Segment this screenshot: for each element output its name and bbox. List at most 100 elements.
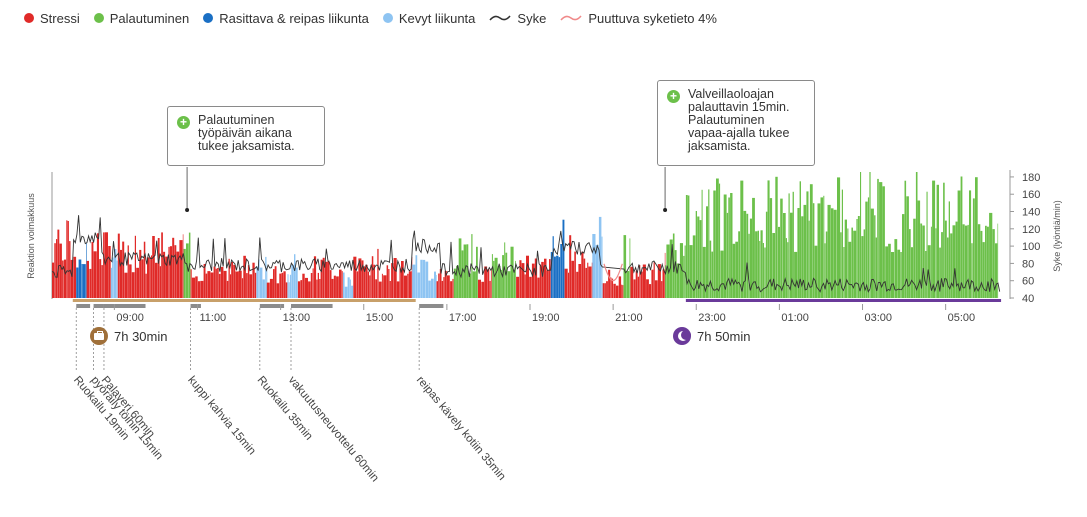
bar-stress bbox=[62, 260, 64, 298]
bar-stress bbox=[205, 273, 208, 298]
bar-recovery bbox=[972, 198, 975, 298]
bar-recovery bbox=[728, 197, 730, 298]
bar-stress bbox=[155, 262, 158, 298]
bar-recovery bbox=[870, 208, 874, 298]
bar-stress bbox=[408, 271, 412, 298]
bar-stress bbox=[377, 248, 379, 298]
bar-stress bbox=[233, 264, 236, 298]
bar-stress bbox=[108, 246, 111, 298]
bar-stress bbox=[484, 266, 488, 298]
bar-stress bbox=[247, 265, 250, 298]
bar-recovery bbox=[740, 180, 744, 298]
bar-stress bbox=[396, 281, 400, 298]
bar-recovery bbox=[472, 271, 476, 298]
bar-recovery bbox=[825, 231, 828, 298]
bar-stress bbox=[633, 279, 636, 298]
legend-label: Puuttuva syketieto 4% bbox=[588, 10, 717, 26]
bar-stress bbox=[481, 281, 485, 298]
bar-stress bbox=[444, 270, 447, 298]
bar-recovery bbox=[941, 232, 943, 298]
bar-stress bbox=[365, 264, 368, 298]
bar-recovery bbox=[792, 191, 794, 298]
bar-recovery bbox=[900, 252, 902, 298]
bar-recovery bbox=[701, 189, 703, 298]
bar-stress bbox=[333, 275, 336, 298]
bar-stress bbox=[300, 280, 303, 298]
bar-stress bbox=[243, 255, 246, 298]
bar-recovery bbox=[847, 228, 849, 298]
bar-stress bbox=[182, 234, 184, 298]
bar-stress bbox=[249, 274, 253, 298]
bar-recovery bbox=[989, 212, 993, 298]
activity-bar bbox=[76, 304, 91, 308]
bar-stress bbox=[86, 260, 89, 298]
legend-item: Syke bbox=[489, 11, 546, 26]
activity-bar bbox=[93, 304, 104, 308]
x-tick-label: 19:00 bbox=[532, 312, 560, 324]
bar-light bbox=[595, 244, 599, 298]
bar-recovery bbox=[709, 240, 712, 298]
bar-stress bbox=[210, 272, 214, 298]
bar-recovery bbox=[743, 210, 747, 298]
bar-stress bbox=[489, 280, 491, 298]
bar-recovery bbox=[466, 244, 469, 298]
bar-stress bbox=[231, 262, 233, 298]
bar-stress bbox=[117, 233, 120, 298]
bar-light bbox=[113, 249, 117, 298]
bar-recovery bbox=[752, 197, 755, 298]
bar-recovery bbox=[718, 183, 721, 298]
bar-stress bbox=[200, 280, 204, 298]
bar-recovery bbox=[987, 226, 989, 298]
bar-stress bbox=[241, 278, 244, 298]
bar-stress bbox=[569, 235, 572, 298]
bar-recovery bbox=[790, 212, 793, 298]
callout-line: Palautuminen bbox=[198, 113, 275, 127]
bar-recovery bbox=[493, 260, 495, 298]
briefcase-icon bbox=[90, 327, 108, 345]
bar-stress bbox=[358, 258, 362, 298]
bar-stress bbox=[165, 256, 169, 298]
bar-stress bbox=[649, 284, 652, 298]
bar-recovery bbox=[980, 230, 983, 298]
bar-stress bbox=[661, 281, 663, 298]
bar-light bbox=[431, 278, 434, 298]
bar-stress bbox=[329, 270, 332, 298]
bar-stress bbox=[373, 264, 375, 298]
bar-stress bbox=[369, 275, 371, 298]
plus-icon: + bbox=[177, 116, 190, 129]
bar-stress bbox=[386, 265, 389, 298]
bar-stress bbox=[238, 270, 242, 298]
x-tick-label: 01:00 bbox=[781, 312, 809, 324]
bar-light bbox=[423, 259, 426, 298]
bar-recovery bbox=[716, 178, 719, 298]
bar-stress bbox=[539, 264, 541, 298]
bar-recovery bbox=[915, 172, 918, 298]
bar-light bbox=[259, 267, 263, 298]
bar-recovery bbox=[909, 229, 911, 298]
bar-stress bbox=[588, 266, 592, 298]
bar-light bbox=[295, 267, 298, 298]
bar-stress bbox=[571, 260, 575, 298]
bar-recovery bbox=[732, 243, 736, 298]
bar-light bbox=[288, 282, 290, 298]
bar-recovery bbox=[922, 225, 925, 298]
bar-stress bbox=[73, 256, 77, 298]
bar-recovery bbox=[840, 232, 842, 298]
legend-dot-icon bbox=[93, 13, 104, 23]
bar-recovery bbox=[748, 233, 750, 298]
bar-recovery bbox=[992, 229, 995, 298]
bar-stress bbox=[407, 273, 409, 298]
bar-light bbox=[428, 280, 431, 298]
bar-recovery bbox=[803, 204, 807, 298]
bar-stress bbox=[393, 258, 397, 298]
bar-recovery bbox=[888, 243, 891, 298]
bar-stress bbox=[276, 283, 280, 298]
callout-line: vapaa-ajalla tukee bbox=[688, 126, 790, 140]
bar-stress bbox=[223, 270, 227, 298]
bar-stress bbox=[375, 279, 378, 298]
bar-stress bbox=[217, 268, 219, 298]
bar-stress bbox=[157, 238, 160, 298]
bar-recovery bbox=[967, 224, 969, 298]
bar-stress bbox=[99, 259, 102, 298]
